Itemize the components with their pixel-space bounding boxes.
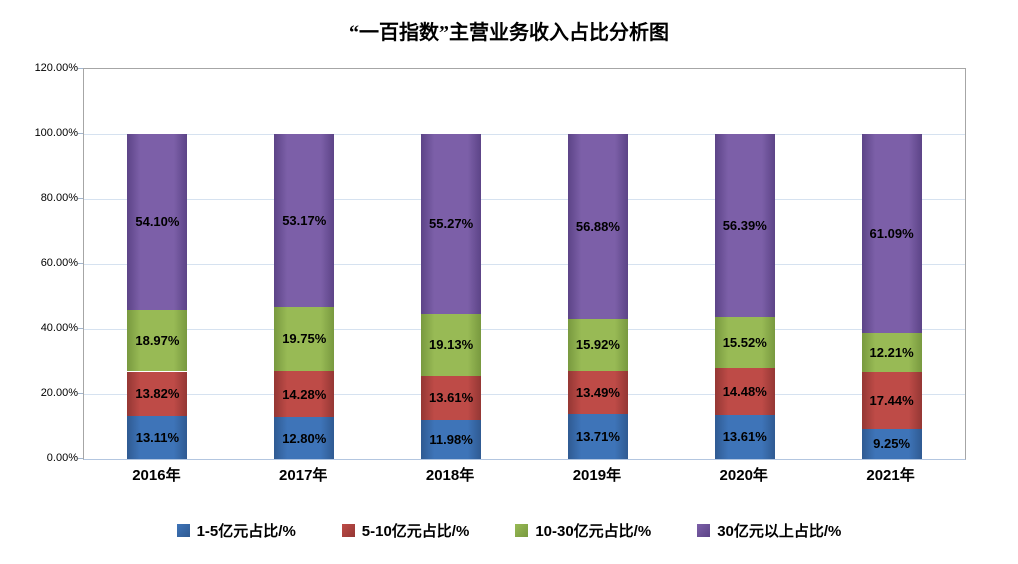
data-label: 56.88% (575, 218, 620, 234)
bar-segment-series-2: 13.61% (421, 375, 482, 421)
legend-label: 5-10亿元占比/% (361, 523, 470, 540)
bar-segment-series-4: 53.17% (274, 134, 335, 307)
bar-segment-series-3: 15.52% (714, 317, 775, 368)
bar-segment-series-2: 13.82% (127, 371, 188, 417)
x-axis-label: 2016年 (132, 467, 181, 484)
y-axis-tick-label: 40.00% (40, 322, 78, 334)
y-axis-tick (78, 68, 83, 69)
bar-segment-series-2: 14.28% (274, 371, 335, 418)
data-label: 13.11% (135, 430, 180, 446)
data-label: 14.28% (282, 386, 327, 402)
x-axis-label: 2017年 (279, 467, 328, 484)
data-label: 15.92% (575, 337, 620, 353)
gridline (84, 328, 965, 330)
data-label: 13.61% (722, 429, 767, 445)
data-label: 13.49% (575, 385, 620, 401)
bar-segment-series-1: 13.61% (714, 414, 775, 459)
y-axis-tick (78, 458, 83, 459)
chart-title: “一百指数”主营业务收入占比分析图 (349, 22, 669, 44)
bar-segment-series-1: 12.80% (274, 417, 335, 459)
bar-2016年: 13.11% 13.82% 18.97% 54.10% (127, 69, 188, 459)
data-label: 12.21% (869, 344, 914, 360)
bar-segment-series-2: 17.44% (861, 372, 922, 429)
bar-segment-series-2: 13.49% (567, 370, 628, 415)
bar-segment-series-4: 56.88% (567, 134, 628, 319)
x-axis-label: 2021年 (866, 467, 915, 484)
data-label: 17.44% (869, 393, 914, 409)
bar-segment-series-2: 14.48% (714, 367, 775, 415)
x-axis-label: 2018年 (425, 467, 475, 484)
data-label: 14.48% (722, 383, 767, 399)
bar-segment-series-1: 11.98% (421, 420, 482, 459)
data-label: 15.52% (722, 335, 767, 350)
bar-2018年: 11.98% 13.61% 19.13% 55.27% (421, 69, 482, 459)
y-axis-tick-label: 20.00% (40, 387, 78, 399)
data-label: 11.98% (429, 432, 473, 448)
bar-segment-series-4: 56.39% (714, 134, 775, 318)
x-axis-label: 2019年 (572, 467, 622, 484)
legend-swatch-icon (515, 524, 529, 537)
legend-swatch-icon (341, 524, 355, 537)
gridline (84, 198, 965, 200)
y-axis-tick (78, 393, 83, 394)
data-label: 56.39% (722, 218, 767, 234)
legend-label: 30亿元以上占比/% (717, 523, 842, 540)
legend-label: 10-30亿元占比/% (535, 523, 652, 540)
legend-label: 1-5亿元占比/% (196, 523, 296, 540)
data-label: 61.09% (869, 225, 914, 241)
legend-item-series-3: 10-30亿元占比/% (515, 520, 651, 541)
legend-swatch-icon (176, 524, 190, 537)
legend-swatch-icon (697, 524, 711, 537)
plot-area: 13.11% 13.82% 18.97% 54.10% 12.80% 14.28% 19.7… (83, 68, 966, 460)
data-label: 13.61% (429, 390, 474, 406)
data-label: 54.10% (135, 214, 180, 230)
bar-2020年: 13.61% 14.48% 15.52% 56.39% (714, 69, 775, 459)
data-label: 9.25% (873, 436, 911, 452)
y-axis-tick (78, 198, 83, 199)
bar-2017年: 12.80% 14.28% 19.75% 53.17% (274, 69, 335, 459)
legend-item-series-4: 30亿元以上占比/% (697, 520, 841, 541)
y-axis-tick (78, 263, 83, 264)
data-label: 13.82% (135, 386, 180, 402)
gridline (84, 133, 965, 135)
bar-segment-series-1: 13.11% (127, 416, 188, 459)
legend: 1-5亿元占比/% 5-10亿元占比/% 10-30亿元占比/% 30亿元以上占比/% (0, 520, 1018, 541)
bar-segment-series-1: 9.25% (861, 428, 922, 459)
bar-2019年: 13.71% 13.49% 15.92% 56.88% (567, 69, 628, 459)
x-axis-label: 2020年 (719, 467, 768, 484)
y-axis-tick-label: 60.00% (40, 257, 78, 269)
y-axis-tick-label: 80.00% (40, 192, 78, 204)
data-label: 55.27% (429, 216, 474, 232)
data-label: 18.97% (135, 333, 180, 349)
data-label: 13.71% (575, 429, 620, 445)
y-axis-tick (78, 133, 83, 134)
bar-segment-series-3: 18.97% (127, 309, 188, 372)
bar-segment-series-1: 13.71% (567, 414, 628, 459)
bar-2021年: 9.25% 17.44% 12.21% 61.09% (861, 69, 922, 459)
legend-item-series-2: 5-10亿元占比/% (341, 520, 470, 541)
y-axis-tick-label: 100.00% (34, 127, 78, 139)
data-label: 12.80% (282, 430, 327, 446)
legend-item-series-1: 1-5亿元占比/% (176, 520, 296, 541)
bar-segment-series-4: 61.09% (861, 134, 922, 333)
gridline (84, 263, 965, 265)
bar-segment-series-3: 12.21% (861, 332, 922, 373)
y-axis-tick-label: 120.00% (34, 62, 78, 74)
bar-segment-series-4: 55.27% (421, 134, 482, 314)
y-axis-tick-label: 0.00% (46, 452, 78, 464)
bar-segment-series-3: 19.13% (421, 313, 482, 376)
gridline (84, 393, 965, 395)
y-axis-tick (78, 328, 83, 329)
bar-segment-series-4: 54.10% (127, 134, 188, 310)
data-label: 19.75% (282, 331, 327, 347)
bar-segment-series-3: 15.92% (567, 318, 628, 371)
bar-segment-series-3: 19.75% (274, 306, 335, 371)
data-label: 53.17% (282, 212, 327, 228)
data-label: 19.13% (429, 337, 474, 353)
